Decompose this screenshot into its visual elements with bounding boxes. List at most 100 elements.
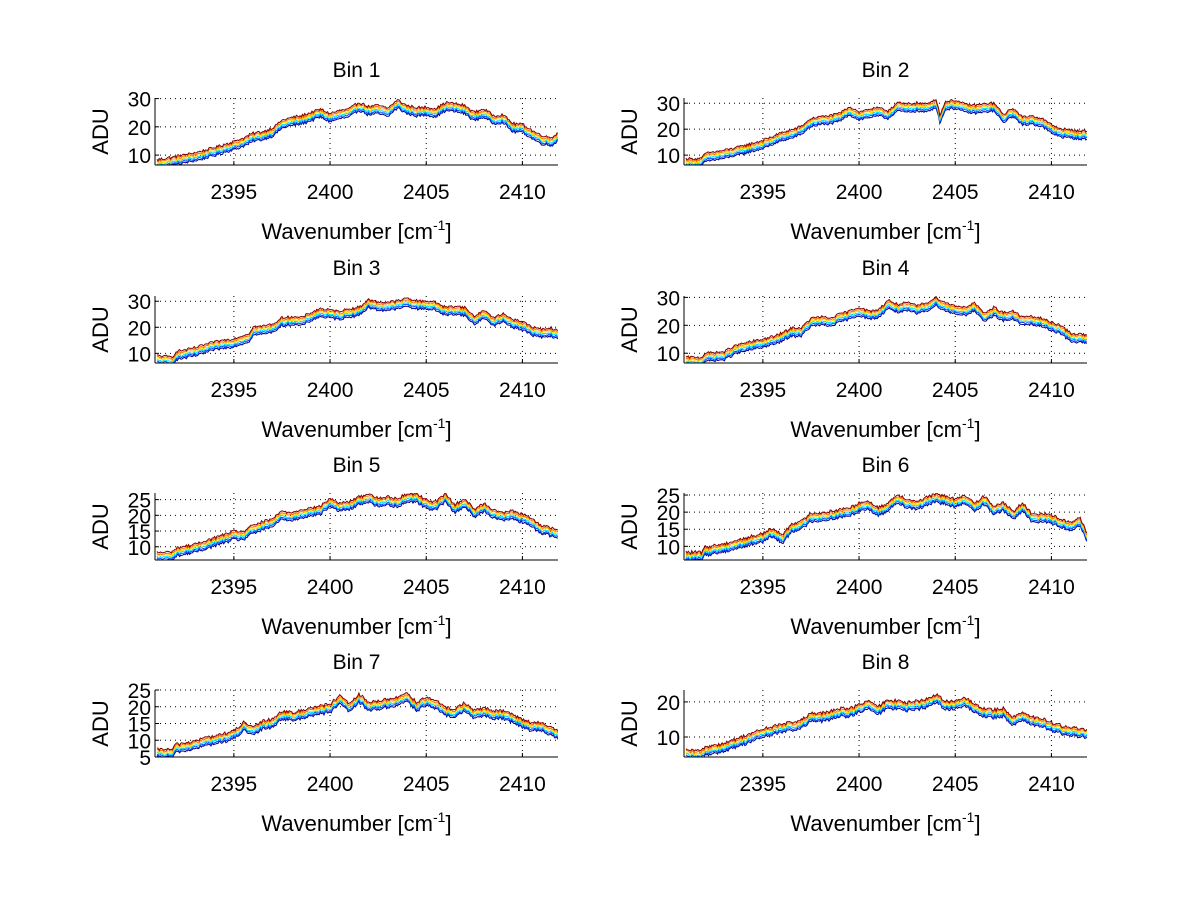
- y-tick-label: 25: [657, 485, 680, 508]
- x-axis-label-superscript: -1: [433, 217, 446, 233]
- x-tick-label: 2395: [740, 576, 787, 599]
- x-tick-label: 2400: [307, 773, 354, 796]
- x-axis-label-text: Wavenumber [cm: [790, 417, 962, 442]
- x-axis-label: Wavenumber [cm-1]: [261, 415, 451, 442]
- y-tick-label: 10: [657, 343, 680, 366]
- x-axis-label-text: Wavenumber [cm: [790, 811, 962, 836]
- x-axis-label-close: ]: [445, 811, 451, 836]
- x-axis-label-superscript: -1: [962, 809, 975, 825]
- y-tick-label: 15: [128, 521, 151, 544]
- series-line: [685, 299, 1087, 363]
- y-tick-label: 30: [128, 89, 151, 112]
- series-line: [703, 303, 1087, 363]
- y-tick-label: 30: [657, 93, 680, 116]
- series-line: [156, 500, 558, 560]
- series-line: [156, 696, 558, 757]
- subplot-title: Bin 5: [333, 454, 381, 477]
- x-tick-label: 2400: [836, 379, 883, 402]
- x-axis-label-superscript: -1: [433, 612, 446, 628]
- x-tick-label: 2395: [740, 773, 787, 796]
- series-line: [685, 698, 1087, 757]
- series-line: [156, 102, 558, 165]
- series-line: [168, 107, 558, 165]
- x-tick-label: 2405: [403, 576, 450, 599]
- series-line: [156, 305, 558, 363]
- x-tick-label: 2395: [211, 576, 258, 599]
- subplot-title: Bin 8: [862, 651, 910, 674]
- x-axis-label: Wavenumber [cm-1]: [261, 217, 451, 244]
- x-tick-label: 2410: [1028, 181, 1075, 204]
- y-axis-label: ADU: [617, 108, 642, 154]
- x-tick-label: 2395: [740, 181, 787, 204]
- series-line: [156, 303, 558, 363]
- subplot-title: Bin 2: [862, 59, 910, 82]
- x-axis-label-text: Wavenumber [cm: [261, 219, 433, 244]
- x-axis-label: Wavenumber [cm-1]: [790, 415, 980, 442]
- subplot-bin-8: 2395 2400 2405 2410 10 20 Bin 8 Wavenumber [cm-…: [617, 651, 1087, 836]
- subplot-bin-2: 2395 2400 2405 2410 10 20 30 Bin 2 Wavenumber [c…: [617, 59, 1087, 244]
- x-tick-label: 2410: [1028, 379, 1075, 402]
- x-tick-label: 2410: [499, 773, 546, 796]
- y-tick-label: 10: [128, 730, 151, 753]
- series-line: [685, 98, 1087, 161]
- y-tick-label: 15: [128, 714, 151, 737]
- series-group: [156, 297, 558, 363]
- subplot-bin-3: 2395 2400 2405 2410 10 20 30 Bin 3 Wavenumber [c…: [88, 257, 558, 442]
- x-tick-label: 2405: [403, 773, 450, 796]
- y-tick-label: 10: [657, 536, 680, 559]
- x-tick-label: 2405: [932, 773, 979, 796]
- x-tick-label: 2395: [211, 379, 258, 402]
- series-line: [685, 693, 1087, 752]
- y-tick-label: 10: [128, 537, 151, 560]
- series-line: [156, 493, 558, 556]
- x-tick-label: 2400: [836, 773, 883, 796]
- x-tick-label: 2395: [211, 181, 258, 204]
- x-tick-label: 2405: [932, 181, 979, 204]
- y-tick-label: 20: [657, 315, 680, 338]
- x-axis-label-close: ]: [974, 811, 980, 836]
- series-group: [685, 693, 1087, 757]
- series-line: [156, 100, 558, 163]
- x-axis-label-superscript: -1: [433, 415, 446, 431]
- y-axis-label: ADU: [88, 503, 113, 549]
- x-tick-label: 2410: [1028, 576, 1075, 599]
- series-line: [156, 103, 558, 165]
- series-line: [156, 693, 558, 753]
- series-line: [156, 496, 558, 560]
- x-tick-label: 2400: [836, 181, 883, 204]
- x-tick-label: 2405: [403, 379, 450, 402]
- x-axis-label: Wavenumber [cm-1]: [261, 612, 451, 639]
- y-tick-label: 20: [657, 502, 680, 525]
- series-line: [685, 494, 1087, 557]
- series-line: [685, 298, 1087, 363]
- series-line: [685, 105, 1087, 165]
- series-line: [685, 495, 1087, 559]
- y-tick-label: 30: [128, 291, 151, 314]
- x-tick-label: 2410: [499, 576, 546, 599]
- subplot-title: Bin 4: [862, 257, 910, 280]
- series-group: [156, 99, 558, 165]
- x-axis-label-superscript: -1: [962, 415, 975, 431]
- x-tick-label: 2405: [932, 576, 979, 599]
- subplot-bin-4: 2395 2400 2405 2410 10 20 30 Bin 4 Wavenumber [c…: [617, 257, 1087, 442]
- x-tick-label: 2400: [836, 576, 883, 599]
- y-tick-label: 25: [128, 490, 151, 513]
- series-line: [685, 493, 1087, 556]
- x-axis-label-superscript: -1: [433, 809, 446, 825]
- y-tick-label: 20: [657, 692, 680, 715]
- y-axis-label: ADU: [617, 700, 642, 746]
- x-axis-label-close: ]: [974, 417, 980, 442]
- subplot-title: Bin 6: [862, 454, 910, 477]
- subplot-bin-1: 2395 2400 2405 2410 10 20 30 Bin 1 Wavenumber [c…: [88, 59, 558, 244]
- series-line: [685, 696, 1087, 756]
- y-axis-label: ADU: [88, 700, 113, 746]
- series-line: [156, 300, 558, 362]
- x-axis-label-text: Wavenumber [cm: [790, 614, 962, 639]
- y-axis-label: ADU: [88, 108, 113, 154]
- series-line: [156, 299, 558, 361]
- series-line: [156, 694, 558, 755]
- series-line: [685, 100, 1087, 163]
- x-tick-label: 2395: [211, 773, 258, 796]
- x-axis-label: Wavenumber [cm-1]: [261, 809, 451, 836]
